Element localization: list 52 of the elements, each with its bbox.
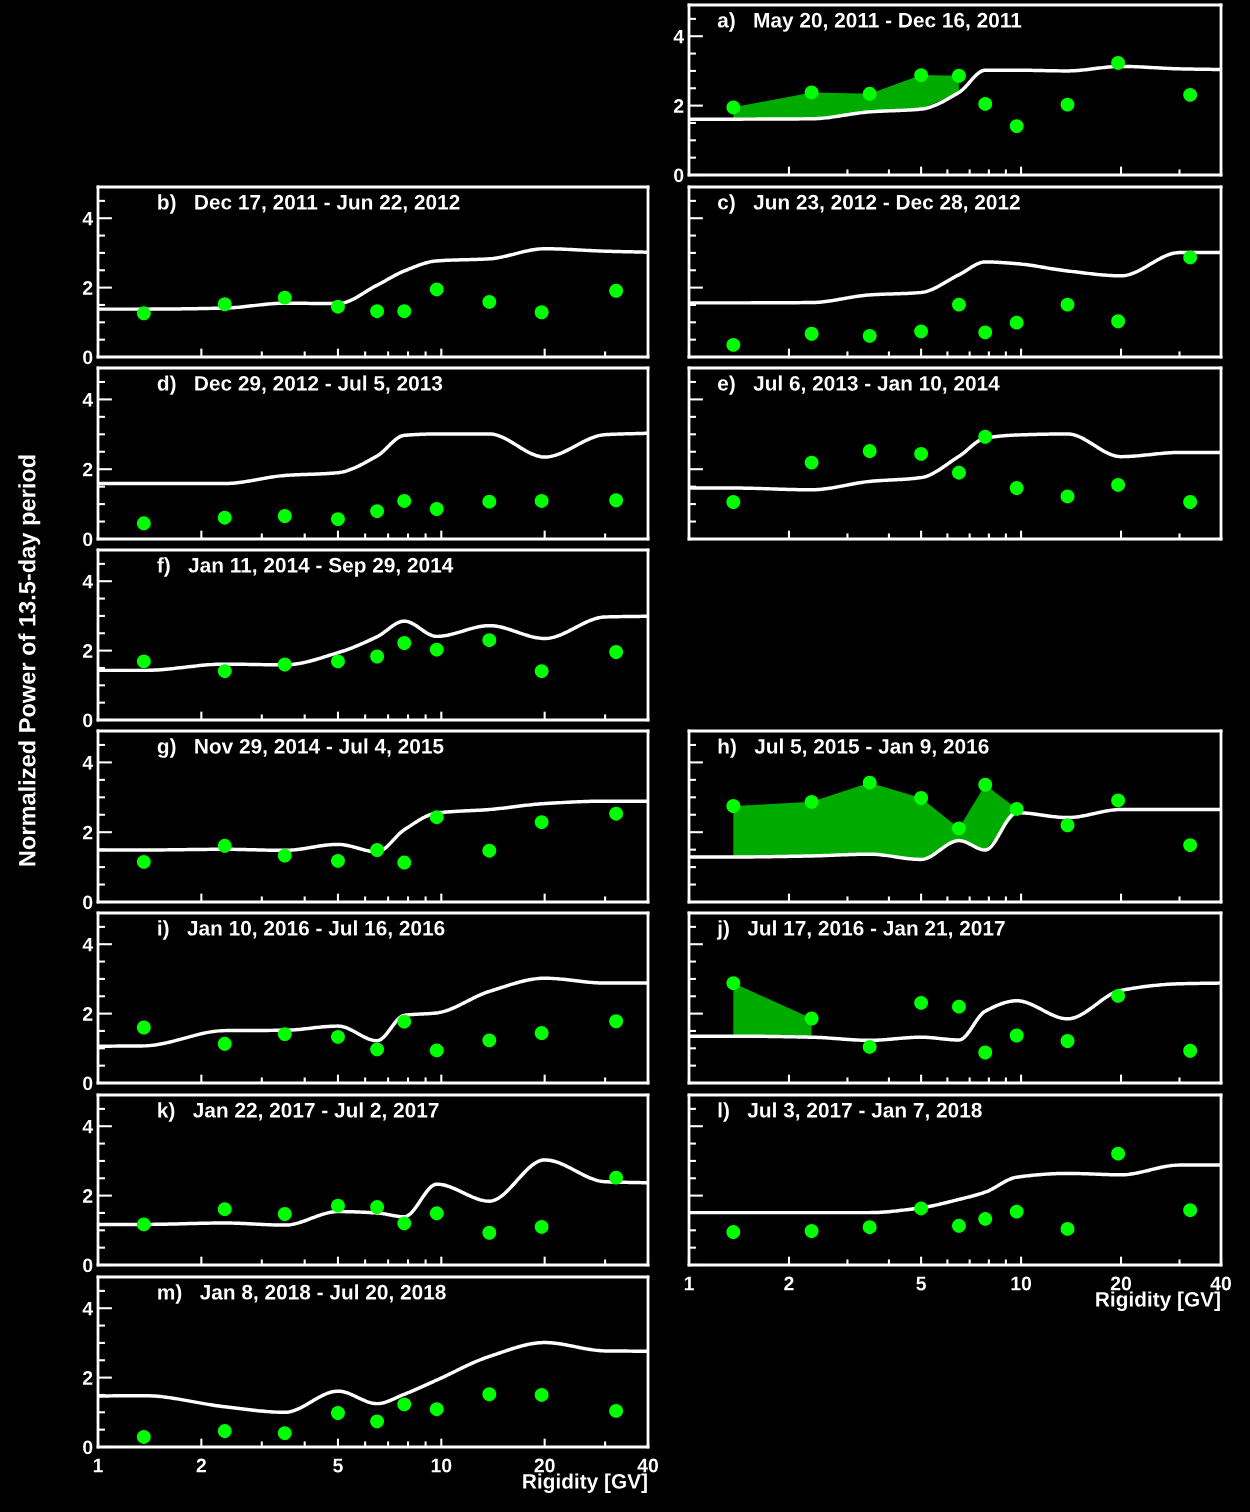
- x-tick-label: 1: [93, 1458, 103, 1473]
- y-tick-label: 0: [83, 895, 93, 910]
- y-tick-label: 2: [83, 281, 93, 295]
- chart-title: c) Jun 23, 2012 - Dec 28, 2012: [718, 194, 1020, 214]
- y-tick-label: 0: [83, 1258, 93, 1273]
- x-tick-label: 10: [431, 1458, 452, 1473]
- y-tick-label: 4: [82, 937, 94, 952]
- x-axis-title: Rigidity [GV]: [1096, 1291, 1220, 1311]
- x-tick-label: 2: [196, 1458, 206, 1473]
- x-tick-label: 20: [1110, 1276, 1132, 1291]
- y-tick-label: 2: [83, 462, 93, 477]
- y-tick-label: 0: [83, 1076, 93, 1091]
- x-tick-label: 5: [916, 1276, 926, 1291]
- x-tick-label: 1: [684, 1276, 694, 1291]
- y-tick-label: 2: [83, 825, 93, 840]
- chart-title: a) May 20, 2011 - Dec 16, 2011: [717, 12, 1022, 32]
- y-tick-label: 0: [83, 1440, 93, 1455]
- y-tick-label: 4: [82, 574, 94, 589]
- x-tick-label: 20: [534, 1458, 555, 1473]
- y-tick-label: 2: [83, 1189, 93, 1203]
- chart-title: m) Jan 8, 2018 - Jul 20, 2018: [158, 1284, 446, 1304]
- y-tick-label: 4: [82, 211, 94, 226]
- chart-title: f) Jan 11, 2014 - Sep 29, 2014: [157, 557, 454, 577]
- y-tick-label: 2: [83, 644, 93, 658]
- y-tick-label: 2: [83, 1371, 93, 1385]
- x-tick-label: 10: [1011, 1276, 1032, 1291]
- y-tick-label: 2: [674, 99, 684, 113]
- y-tick-label: 0: [83, 532, 93, 547]
- chart-title: i) Jan 10, 2016 - Jul 16, 2016: [158, 920, 445, 940]
- x-axis-title: Rigidity [GV]: [523, 1473, 647, 1493]
- y-tick-label: 0: [83, 350, 93, 365]
- chart-title: k) Jan 22, 2017 - Jul 2, 2017: [158, 1102, 439, 1122]
- x-tick-label: 40: [637, 1458, 659, 1473]
- x-tick-label: 5: [333, 1458, 343, 1473]
- y-tick-label: 0: [674, 168, 684, 183]
- chart-title: l) Jul 3, 2017 - Jan 7, 2018: [718, 1102, 982, 1122]
- y-tick-label: 4: [82, 393, 94, 407]
- chart-title: j) Jul 17, 2016 - Jan 21, 2017: [716, 920, 1005, 940]
- y-tick-label: 4: [82, 756, 94, 770]
- chart-title: d) Dec 29, 2012 - Jul 5, 2013: [157, 375, 443, 395]
- chart-title: e) Jul 6, 2013 - Jan 10, 2014: [718, 375, 1000, 395]
- chart-title: h) Jul 5, 2015 - Jan 9, 2016: [718, 738, 989, 758]
- chart-title: g) Nov 29, 2014 - Jul 4, 2015: [157, 738, 444, 758]
- y-axis-title: Normalized Power of 13.5-day period: [18, 455, 41, 866]
- chart-title: b) Dec 17, 2011 - Jun 22, 2012: [158, 194, 460, 214]
- x-tick-label: 40: [1210, 1276, 1232, 1291]
- y-tick-label: 4: [82, 1301, 94, 1316]
- y-tick-label: 4: [673, 29, 685, 44]
- y-tick-label: 0: [83, 713, 93, 728]
- x-tick-label: 2: [784, 1276, 794, 1291]
- y-tick-label: 2: [83, 1007, 93, 1021]
- y-tick-label: 4: [82, 1119, 94, 1134]
